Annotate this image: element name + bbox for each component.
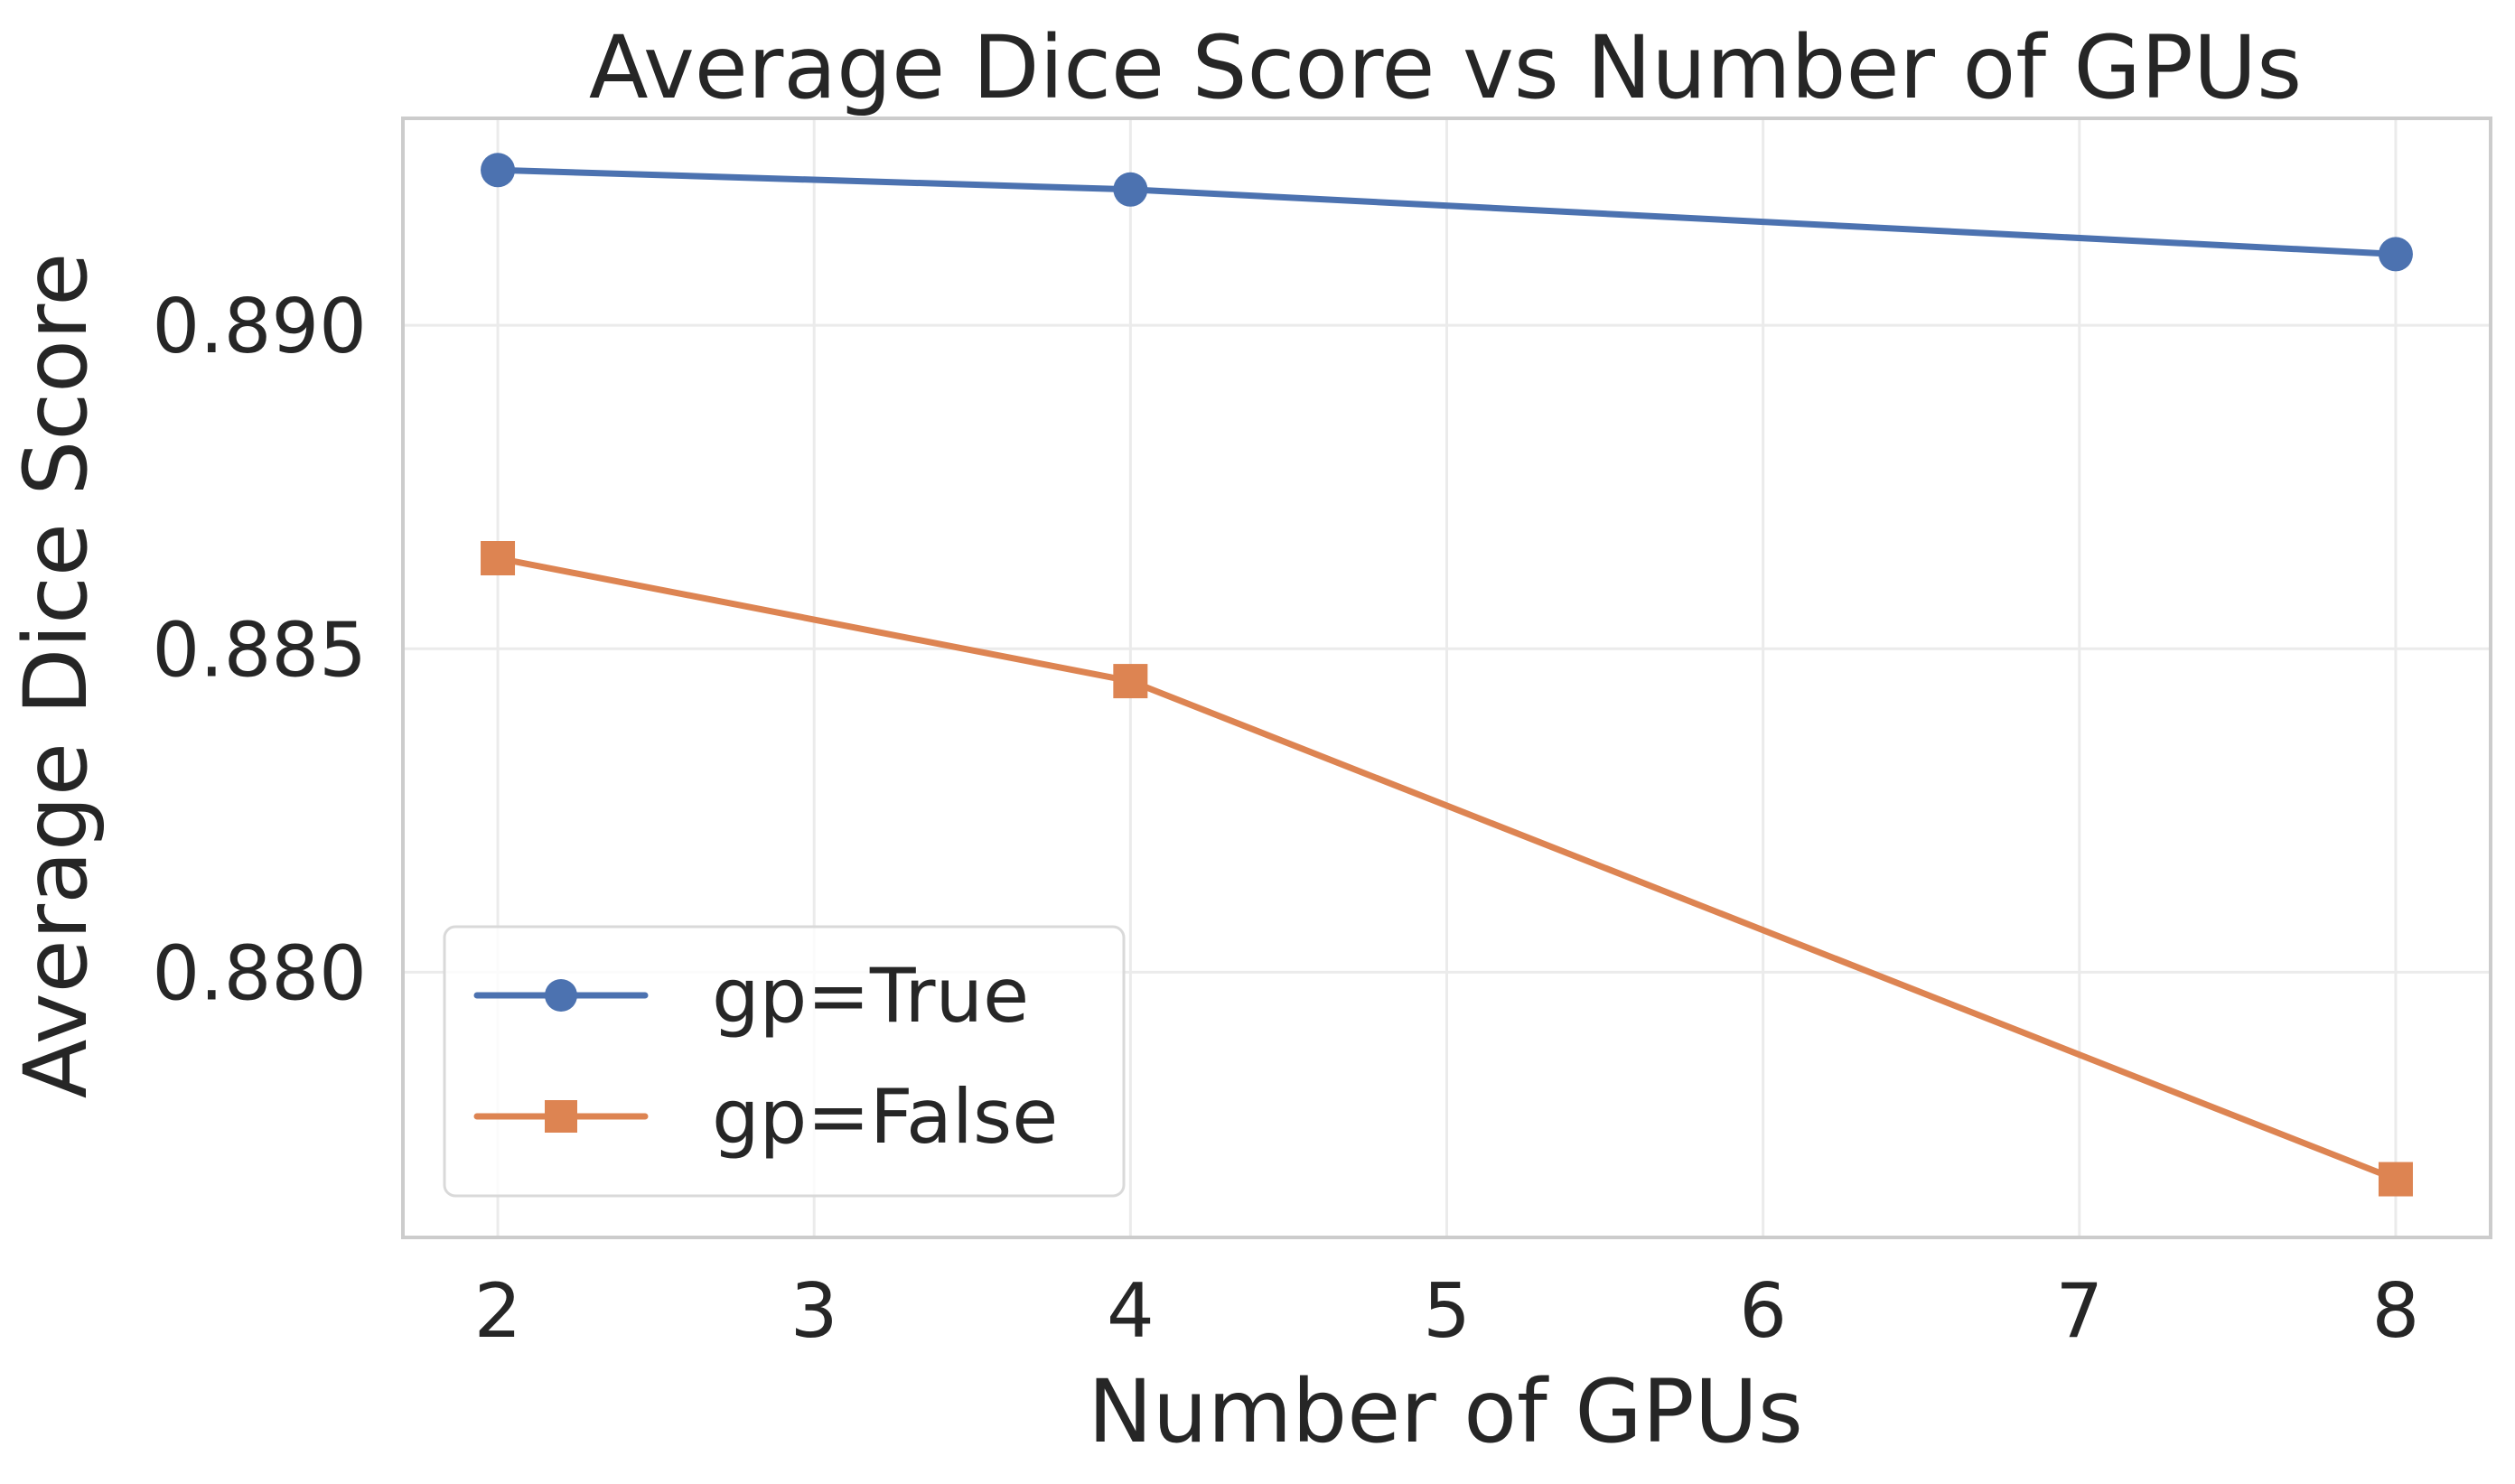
x-tick-label: 4 [1107, 1267, 1155, 1355]
data-point-gp-false [2378, 1162, 2413, 1197]
x-axis-ticks: 2 3 4 5 6 7 8 [474, 1267, 2420, 1355]
series-lines [481, 153, 2413, 1197]
legend-label-gp-true: gp=True [712, 952, 1029, 1040]
legend-marker-gp-true [545, 979, 577, 1012]
x-tick-label: 2 [474, 1267, 522, 1355]
legend: gp=True gp=False [443, 925, 1126, 1198]
y-axis-ticks: 0.880 0.885 0.890 [152, 283, 367, 1017]
x-tick-label: 6 [1739, 1267, 1787, 1355]
y-tick-label: 0.880 [152, 929, 367, 1017]
legend-marker-gp-false [545, 1100, 577, 1133]
x-tick-label: 8 [2372, 1267, 2420, 1355]
data-point-gp-true [481, 153, 516, 188]
y-tick-label: 0.890 [152, 283, 367, 370]
data-point-gp-true [2378, 237, 2413, 272]
grid [403, 118, 2491, 1237]
series-gp-true [481, 153, 2413, 272]
plot-frame [401, 117, 2492, 1239]
x-tick-label: 5 [1423, 1267, 1471, 1355]
legend-label-gp-false: gp=False [712, 1073, 1058, 1161]
y-tick-label: 0.885 [152, 606, 367, 694]
data-point-gp-true [1113, 172, 1148, 207]
x-tick-label: 3 [790, 1267, 838, 1355]
chart-title: Average Dice Score vs Number of GPUs [589, 17, 2302, 118]
x-tick-label: 7 [2055, 1267, 2103, 1355]
y-axis-label: Average Dice Score [5, 253, 107, 1099]
data-point-gp-false [481, 541, 516, 576]
series-gp-false [481, 541, 2413, 1197]
x-axis-label: Number of GPUs [1088, 1361, 1803, 1462]
data-point-gp-false [1113, 664, 1148, 699]
